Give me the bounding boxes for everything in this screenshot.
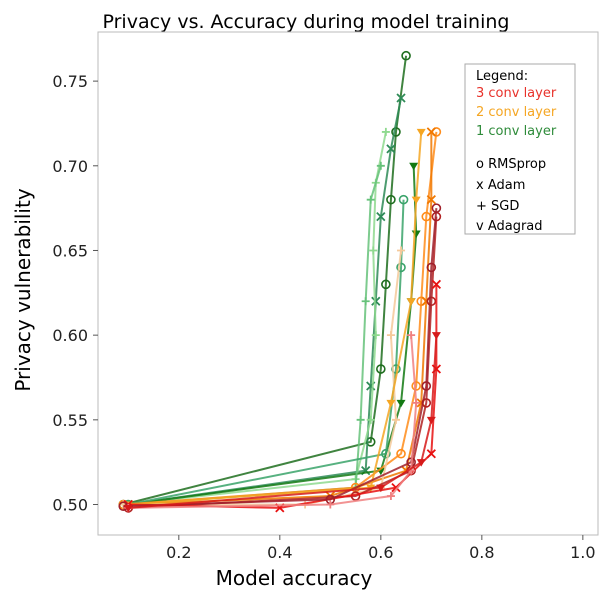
data-point-triangle — [386, 399, 396, 408]
data-point-triangle — [376, 484, 386, 493]
data-point-x — [396, 93, 406, 103]
x-axis: 0.2 0.4 0.6 0.8 1.0 — [166, 535, 596, 562]
y-axis: 0.50 0.55 0.60 0.65 0.70 0.75 — [52, 72, 98, 515]
data-point-circle — [396, 448, 406, 459]
data-point-circle — [396, 262, 406, 273]
legend-entry: 3 conv layer — [476, 86, 557, 101]
data-point-plus — [356, 415, 365, 424]
data-point-plus — [369, 246, 378, 255]
x-axis-label: Model accuracy — [216, 566, 373, 590]
legend-entry: 2 conv layer — [476, 105, 557, 120]
series-line — [128, 216, 438, 509]
data-point-plus — [366, 195, 375, 204]
data-point-plus — [386, 492, 395, 501]
series-1-conv-sgd-b — [124, 161, 385, 509]
series-1-conv-rmsprop-b — [123, 194, 409, 510]
legend-entry: o RMSprop — [476, 157, 546, 172]
data-point-circle — [381, 448, 391, 459]
series-line — [128, 131, 423, 506]
data-point-plus — [412, 398, 421, 407]
data-point-triangle — [411, 196, 421, 205]
y-tick-label: 0.75 — [52, 72, 88, 91]
y-tick-label: 0.50 — [52, 496, 88, 515]
data-point-x — [371, 296, 381, 306]
data-point-plus — [386, 331, 395, 340]
chart-title: Privacy vs. Accuracy during model traini… — [103, 11, 510, 33]
legend-box — [464, 63, 576, 235]
data-point-plus — [326, 500, 335, 509]
data-point-triangle — [411, 230, 421, 239]
x-tick-label: 0.2 — [166, 543, 191, 562]
data-point-x — [426, 195, 436, 205]
data-point-triangle — [431, 332, 441, 340]
data-point-plus — [381, 127, 390, 136]
legend-entry: v Adagrad — [476, 219, 543, 234]
series-3-conv-adagrad — [123, 332, 441, 513]
data-point-circle — [398, 194, 409, 205]
legend: Legend: 3 conv layer 2 conv layer 1 conv l… — [464, 63, 576, 235]
x-tick-label: 0.6 — [368, 543, 393, 562]
x-tick-label: 0.8 — [469, 543, 494, 562]
data-point-triangle — [416, 128, 426, 137]
series-group — [118, 50, 442, 513]
series-2-conv-adagrad — [123, 128, 426, 510]
series-line — [128, 335, 418, 509]
data-point-triangle — [426, 416, 436, 425]
legend-title: Legend: — [476, 69, 528, 84]
y-axis-label: Privacy vulnerability — [11, 188, 35, 392]
data-point-triangle — [396, 399, 406, 408]
data-point-x — [386, 144, 396, 154]
y-tick-label: 0.60 — [52, 326, 88, 345]
data-point-x — [426, 449, 436, 459]
series-1-conv-sgd — [119, 127, 390, 509]
legend-entry: 1 conv layer — [476, 124, 557, 139]
data-point-circle — [381, 279, 391, 290]
legend-entry: + SGD — [476, 199, 519, 214]
data-point-plus — [407, 331, 416, 340]
y-tick-label: 0.65 — [52, 241, 88, 260]
data-point-plus — [397, 246, 406, 255]
x-tick-label: 0.4 — [267, 543, 292, 562]
data-point-triangle — [416, 459, 426, 467]
data-point-circle — [426, 262, 437, 273]
data-point-triangle — [123, 504, 133, 513]
data-point-plus — [361, 297, 370, 306]
y-tick-label: 0.55 — [52, 411, 88, 430]
series-3-conv-rmsprop-b — [118, 203, 442, 512]
series-line — [128, 165, 382, 506]
legend-entry: x Adam — [476, 178, 525, 193]
data-point-plus — [376, 161, 385, 170]
y-tick-label: 0.70 — [52, 157, 88, 176]
data-point-triangle — [406, 298, 416, 306]
series-line — [128, 199, 405, 506]
data-point-circle — [401, 50, 411, 61]
series-line — [123, 208, 438, 508]
data-point-triangle — [409, 162, 419, 171]
data-point-circle — [421, 381, 432, 391]
data-point-x — [426, 127, 436, 137]
data-point-circle — [431, 203, 442, 213]
data-point-plus — [371, 331, 380, 340]
plot-frame — [97, 31, 599, 536]
data-point-x — [376, 211, 386, 222]
data-point-x — [431, 279, 442, 289]
data-point-plus — [366, 415, 375, 424]
series-line — [123, 55, 408, 506]
x-tick-label: 1.0 — [570, 543, 595, 562]
data-point-plus — [391, 415, 400, 424]
data-point-circle — [426, 296, 437, 307]
data-point-circle — [376, 364, 386, 374]
data-point-circle — [386, 194, 396, 205]
